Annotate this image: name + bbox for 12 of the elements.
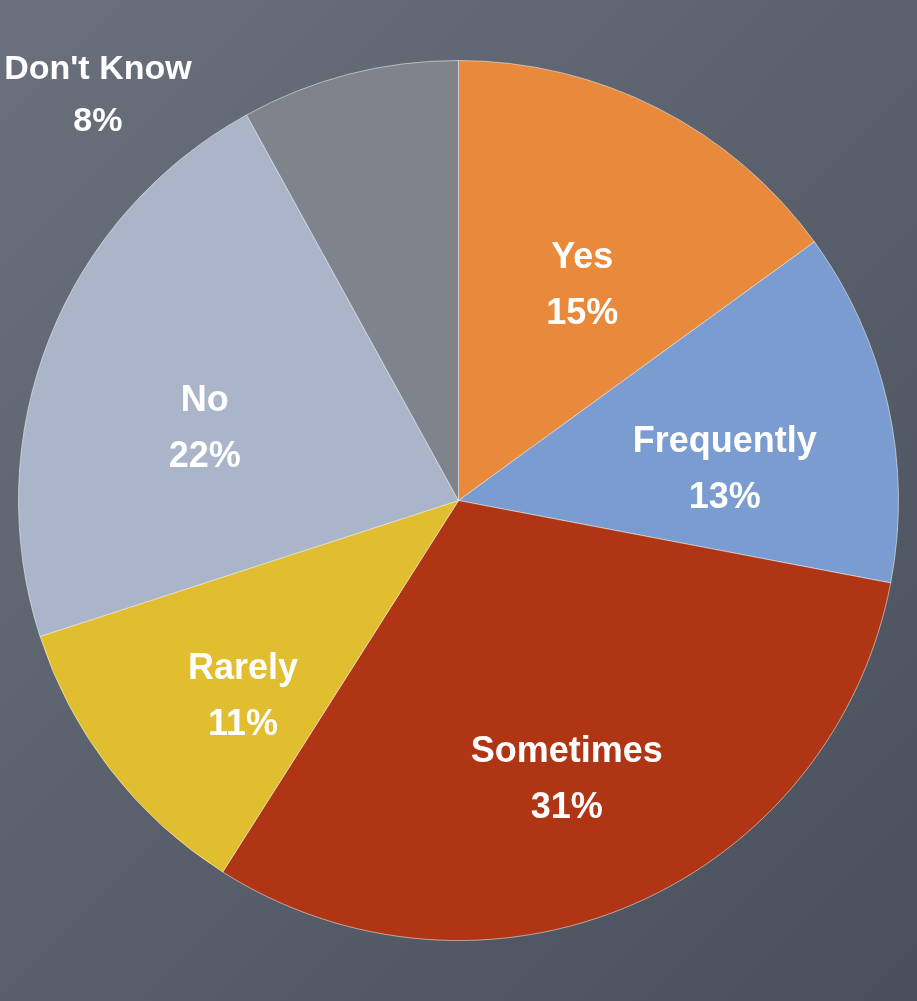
slice-label: Rarely xyxy=(187,645,298,687)
data-label: 31% xyxy=(530,784,603,826)
slice-label: Don't Know xyxy=(4,48,193,87)
data-label: 11% xyxy=(207,701,278,743)
data-label: 13% xyxy=(688,474,761,516)
slice-label: Yes xyxy=(551,235,614,277)
data-label: 15% xyxy=(546,291,619,333)
data-label: 22% xyxy=(168,434,241,476)
slice-label: No xyxy=(180,378,229,420)
slice-label: Sometimes xyxy=(470,728,663,770)
data-label: 8% xyxy=(73,100,123,139)
slice-label: Frequently xyxy=(632,418,817,460)
